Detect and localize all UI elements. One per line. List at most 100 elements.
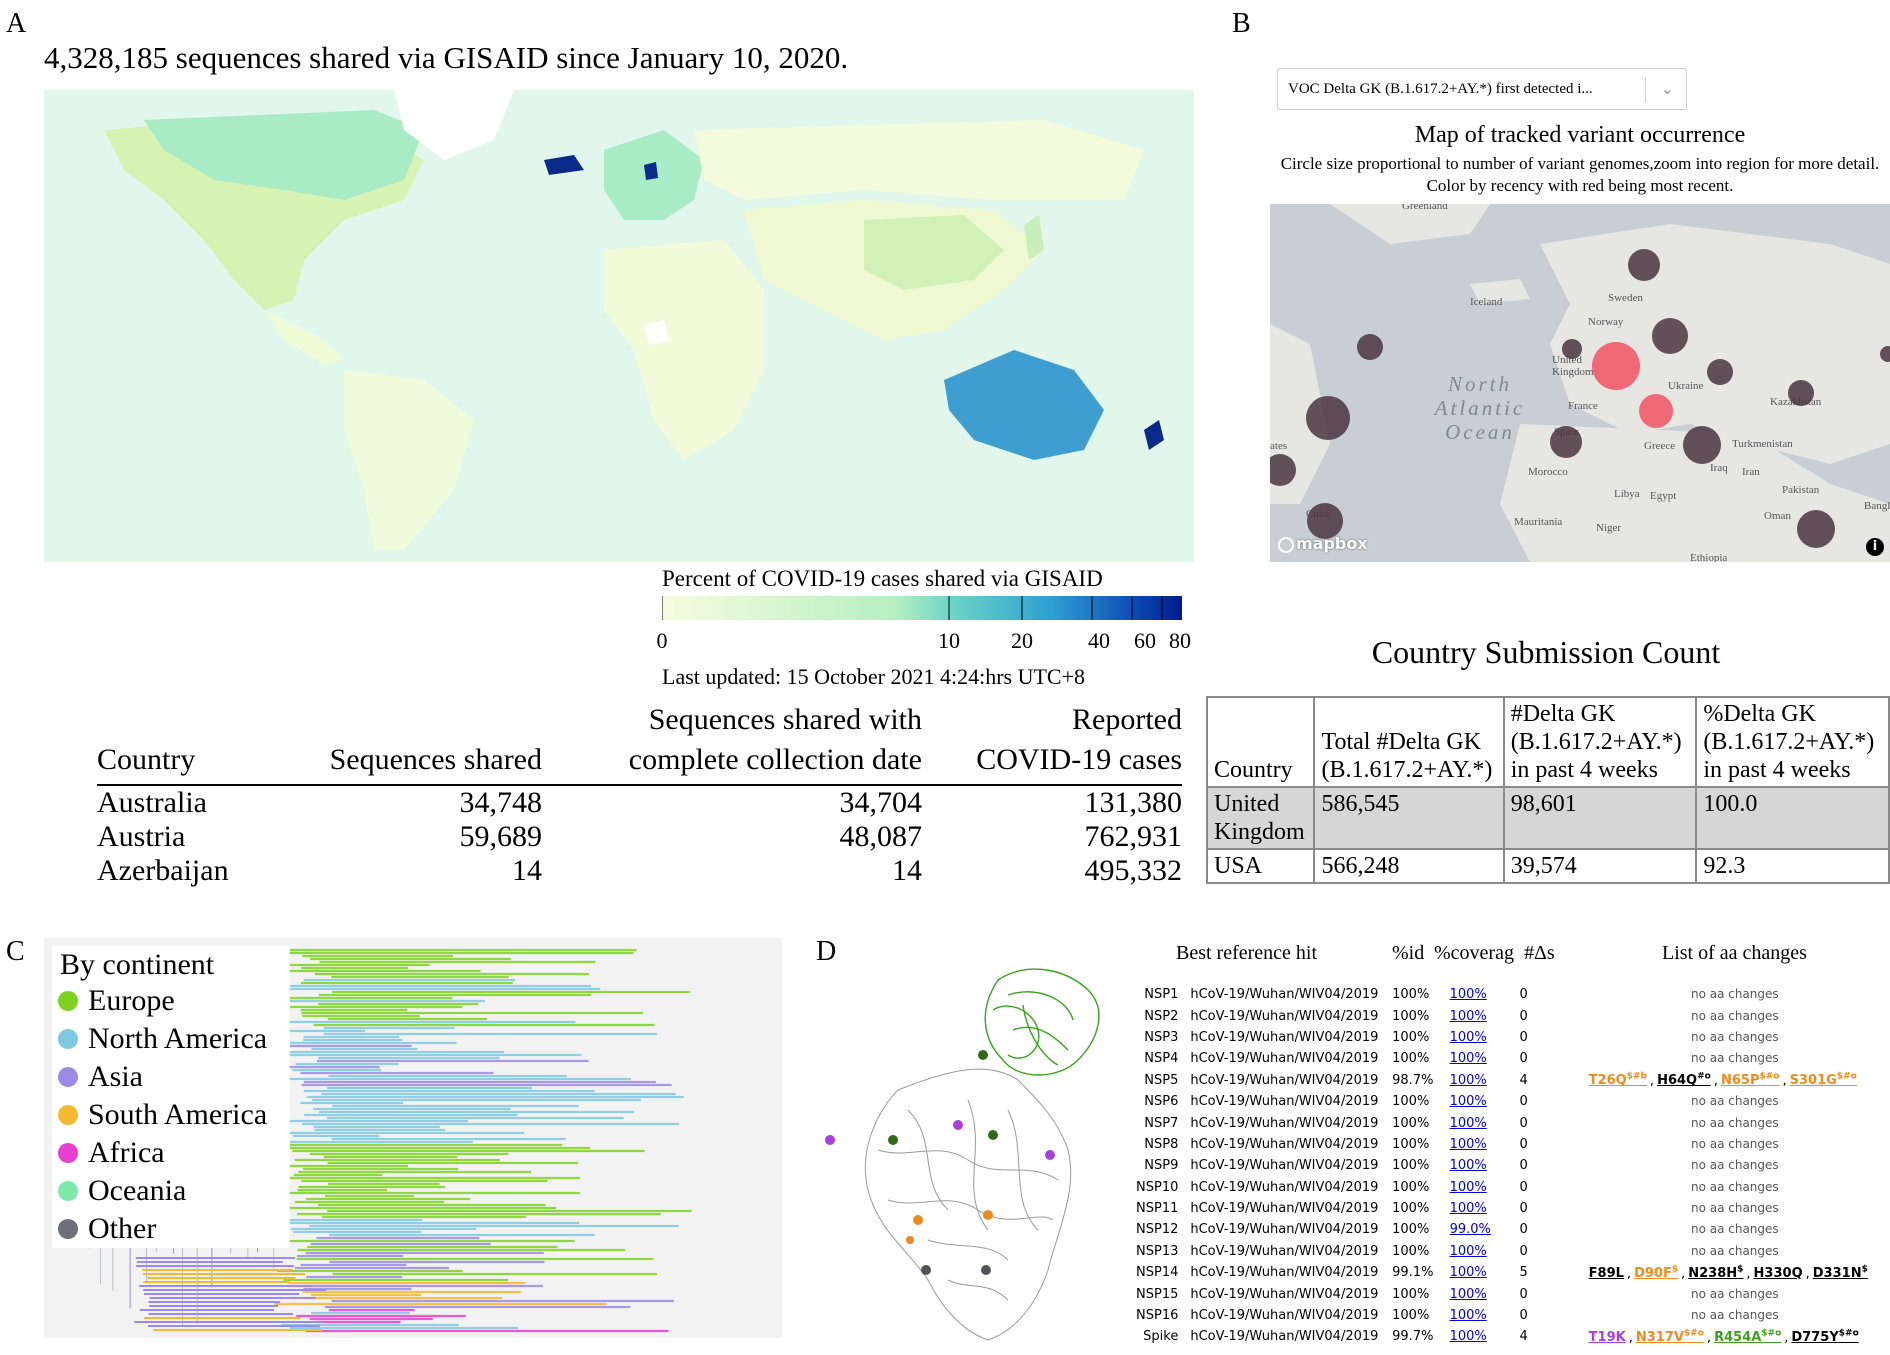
- legend-item[interactable]: Other: [52, 1210, 290, 1248]
- aa-changes-cell: no aa changes: [1580, 1112, 1890, 1133]
- header-aa-changes: List of aa changes: [1662, 942, 1807, 964]
- coverage-link[interactable]: 100%: [1449, 1265, 1487, 1281]
- aa-change-link[interactable]: T19K: [1588, 1330, 1626, 1346]
- aa-change-link[interactable]: S301G$#o: [1789, 1072, 1857, 1089]
- colorbar-tick-10: 10: [938, 628, 960, 653]
- aa-changes-cell: T26Q$#b, H64Q#o, N65P$#o, S301G$#o: [1588, 1072, 1857, 1089]
- coverage-cell: 100%: [1444, 1027, 1514, 1048]
- aa-change-link[interactable]: D331N$: [1812, 1264, 1868, 1281]
- aa-changes-cell: F89L, D90F$, N238H$, H330Q, D331N$: [1588, 1264, 1868, 1281]
- identity-cell: 99.1%: [1392, 1265, 1434, 1281]
- reference-cell: hCoV-19/Wuhan/WIV04/2019: [1190, 1286, 1379, 1302]
- coverage-link[interactable]: 100%: [1449, 1008, 1487, 1024]
- legend-item[interactable]: Africa: [52, 1134, 290, 1172]
- coverage-link[interactable]: 99.0%: [1449, 1222, 1491, 1238]
- coverage-link[interactable]: 100%: [1449, 1179, 1487, 1195]
- variant-circle: [1592, 342, 1640, 390]
- coverage-link[interactable]: 100%: [1449, 1094, 1487, 1110]
- no-changes-text: no aa changes: [1690, 1115, 1779, 1130]
- coverage-cell: 100%: [1444, 1112, 1514, 1133]
- identity-cell: 100%: [1392, 1243, 1430, 1259]
- legend-item[interactable]: North America: [52, 1020, 290, 1058]
- no-changes-text: no aa changes: [1690, 1051, 1779, 1066]
- orange-residue: [983, 1210, 993, 1220]
- variant-map-title: Map of tracked variant occurrence: [1414, 122, 1746, 148]
- identity-cell: 100%: [1392, 1308, 1430, 1324]
- legend-swatch: [58, 991, 78, 1011]
- aa-change-link[interactable]: D775Y$#o: [1791, 1328, 1859, 1346]
- table-row: NSP13 hCoV-19/Wuhan/WIV04/2019 100% 100% 0 no…: [1130, 1241, 1890, 1262]
- coverage-link[interactable]: 100%: [1449, 1286, 1487, 1302]
- legend-title: By continent: [60, 948, 215, 981]
- legend-item[interactable]: Europe: [52, 982, 290, 1020]
- africa-white-region: [644, 320, 669, 345]
- chevron-down-icon[interactable]: ⌄: [1660, 81, 1674, 98]
- reference-cell: hCoV-19/Wuhan/WIV04/2019: [1190, 1158, 1379, 1174]
- mapbox-logo[interactable]: mapbox: [1278, 534, 1368, 553]
- world-choropleth-map[interactable]: [44, 90, 1194, 562]
- table-row: NSP10 hCoV-19/Wuhan/WIV04/2019 100% 100% 0 no…: [1130, 1177, 1890, 1198]
- coverage-link[interactable]: 100%: [1449, 1072, 1487, 1088]
- country-submission-table: Country Total #Delta GK (B.1.617.2+AY.*) …: [1205, 696, 1890, 884]
- colorbar-tick-40: 40: [1088, 628, 1110, 653]
- variant-circle: [1880, 346, 1890, 362]
- aa-changes-cell: no aa changes: [1580, 1134, 1890, 1155]
- legend-label: North America: [88, 1022, 268, 1055]
- country-cell: Azerbaijan: [97, 854, 229, 887]
- header-num-changes: #Δs: [1524, 942, 1555, 964]
- coverage-link[interactable]: 100%: [1449, 1243, 1487, 1259]
- aa-change-link[interactable]: F89L: [1588, 1265, 1624, 1281]
- info-icon[interactable]: i: [1866, 538, 1884, 556]
- coverage-link[interactable]: 100%: [1449, 1136, 1487, 1152]
- coverage-link[interactable]: 100%: [1449, 1029, 1487, 1045]
- complete-date-cell: 14: [892, 854, 922, 887]
- coverage-link[interactable]: 100%: [1449, 1115, 1487, 1131]
- legend-item[interactable]: Oceania: [52, 1172, 290, 1210]
- russia-region: [694, 120, 1144, 200]
- aa-change-link[interactable]: H64Q#o: [1657, 1072, 1711, 1089]
- coverage-link[interactable]: 100%: [1449, 1201, 1487, 1217]
- aa-change-link[interactable]: D90F$: [1634, 1264, 1679, 1281]
- sequences-headline: 4,328,185 sequences shared via GISAID si…: [44, 40, 849, 75]
- protein-name-cell: NSP1: [1144, 987, 1179, 1003]
- variant-select[interactable]: VOC Delta GK (B.1.617.2+AY.*) first dete…: [1277, 68, 1687, 110]
- coverage-link[interactable]: 100%: [1449, 1308, 1487, 1324]
- coverage-link[interactable]: 100%: [1449, 1329, 1487, 1345]
- table-row: NSP6 hCoV-19/Wuhan/WIV04/2019 100% 100% 0 no …: [1130, 1091, 1890, 1112]
- aa-change-link[interactable]: R454A$#o: [1714, 1328, 1782, 1346]
- change-count-cell: 5: [1519, 1265, 1528, 1281]
- coverage-link[interactable]: 100%: [1449, 1051, 1487, 1067]
- legend-item[interactable]: Asia: [52, 1058, 290, 1096]
- complete-date-cell: 34,704: [839, 786, 923, 819]
- coverage-cell: 99.0%: [1444, 1219, 1514, 1240]
- aa-change-link[interactable]: N65P$#o: [1720, 1072, 1780, 1089]
- denmark-region: [644, 162, 658, 180]
- aa-changes-cell: no aa changes: [1580, 1305, 1890, 1326]
- variant-circle: [1797, 510, 1835, 548]
- aa-changes-cell: no aa changes: [1580, 1241, 1890, 1262]
- aa-change-link[interactable]: N317V$#o: [1635, 1328, 1704, 1346]
- no-changes-text: no aa changes: [1690, 1029, 1779, 1044]
- change-count-cell: 0: [1519, 1051, 1528, 1067]
- map-label: Greece: [1644, 440, 1676, 452]
- change-count-cell: 0: [1519, 1222, 1528, 1238]
- coverage-cell: 100%: [1444, 984, 1514, 1005]
- spike-protein-structure: [808, 950, 1128, 1350]
- coverage-link[interactable]: 100%: [1449, 987, 1487, 1003]
- japan-region: [1024, 215, 1044, 260]
- variant-occurrence-map[interactable]: North Atlantic Ocean Iceland Sweden Norw…: [1270, 204, 1890, 562]
- canada-region: [144, 110, 424, 200]
- cases-cell: 495,332: [1084, 854, 1183, 887]
- aa-change-link[interactable]: H330Q: [1753, 1265, 1803, 1281]
- legend-item[interactable]: South America: [52, 1096, 290, 1134]
- aa-change-link[interactable]: N238H$: [1688, 1264, 1744, 1281]
- table-row: Azerbaijan 14 14 495,332: [97, 854, 1182, 888]
- country-cell: Austria: [97, 820, 186, 853]
- no-changes-text: no aa changes: [1690, 987, 1779, 1002]
- no-changes-text: no aa changes: [1690, 1094, 1779, 1109]
- coverage-link[interactable]: 100%: [1449, 1158, 1487, 1174]
- colorbar-tick-20: 20: [1011, 628, 1033, 653]
- change-count-cell: 0: [1519, 1029, 1528, 1045]
- aa-change-link[interactable]: T26Q$#b: [1588, 1072, 1647, 1089]
- aa-changes-cell: no aa changes: [1580, 1219, 1890, 1240]
